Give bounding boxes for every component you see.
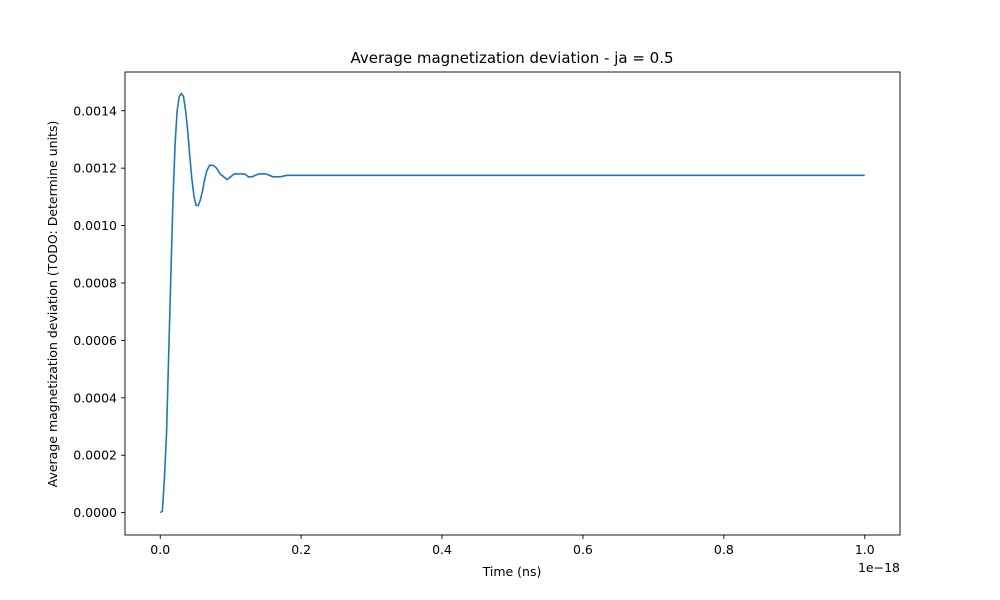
y-tick-label: 0.0012 xyxy=(73,161,117,176)
chart-title: Average magnetization deviation - ja = 0… xyxy=(350,49,673,67)
y-tick-label: 0.0002 xyxy=(73,448,117,463)
y-axis-ticks: 0.0000 0.0002 0.0004 0.0006 0.0008 0.0010 0.00… xyxy=(73,103,125,520)
y-tick-label: 0.0004 xyxy=(73,390,117,405)
x-tick-label: 0.8 xyxy=(714,542,734,557)
y-tick-label: 0.0006 xyxy=(73,333,117,348)
y-tick-label: 0.0010 xyxy=(73,218,117,233)
x-tick-label: 0.2 xyxy=(291,542,311,557)
axes-frame xyxy=(124,71,901,536)
x-axis-label: Time (ns) xyxy=(482,564,542,579)
plot-area xyxy=(124,71,901,536)
y-axis-label: Average magnetization deviation (TODO: D… xyxy=(45,121,60,488)
x-axis-ticks: 0.0 0.2 0.4 0.6 0.8 1.0 xyxy=(150,535,875,557)
series-line xyxy=(159,92,865,514)
x-tick-label: 0.6 xyxy=(573,542,593,557)
x-tick-label: 0.4 xyxy=(432,542,452,557)
y-tick-label: 0.0000 xyxy=(73,505,117,520)
y-tick-label: 0.0014 xyxy=(73,103,117,118)
y-tick-label: 0.0008 xyxy=(73,275,117,290)
x-axis-offset-label: 1e−18 xyxy=(858,560,900,575)
x-tick-label: 0.0 xyxy=(150,542,170,557)
x-tick-label: 1.0 xyxy=(855,542,875,557)
